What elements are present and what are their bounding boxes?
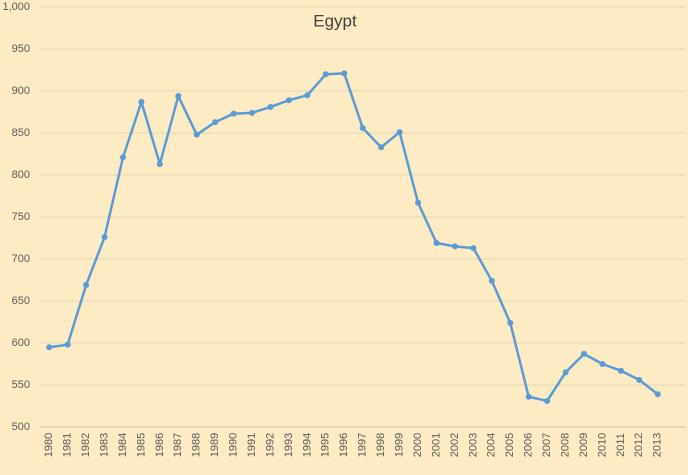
y-tick-label: 850 bbox=[12, 127, 30, 139]
x-tick-label: 1997 bbox=[357, 433, 369, 457]
x-tick-label: 2002 bbox=[449, 433, 461, 457]
x-tick-label: 2013 bbox=[652, 433, 664, 457]
marker bbox=[636, 376, 643, 383]
marker bbox=[654, 391, 661, 398]
x-tick-label: 2011 bbox=[615, 433, 627, 457]
marker bbox=[451, 243, 458, 250]
x-tick-label: 2006 bbox=[523, 433, 535, 457]
x-tick-label: 1992 bbox=[264, 433, 276, 457]
marker bbox=[304, 92, 311, 99]
line bbox=[49, 72, 659, 403]
marker bbox=[562, 369, 569, 376]
marker bbox=[64, 341, 71, 348]
marker bbox=[212, 119, 219, 126]
marker bbox=[267, 103, 274, 110]
marker bbox=[46, 344, 53, 351]
x-tick-label: 1986 bbox=[154, 433, 166, 457]
x-tick-label: 2004 bbox=[486, 433, 498, 457]
x-tick-label: 2007 bbox=[541, 433, 553, 457]
marker bbox=[193, 131, 200, 138]
x-tick-label: 1994 bbox=[301, 433, 313, 457]
marker bbox=[599, 361, 606, 367]
marker bbox=[101, 234, 108, 241]
marker bbox=[119, 154, 126, 161]
x-tick-label: 1996 bbox=[338, 433, 350, 457]
chart-title: Egypt bbox=[313, 11, 357, 30]
x-tick-label: 1985 bbox=[135, 433, 147, 457]
x-tick-label: 2010 bbox=[596, 433, 608, 457]
x-tick-label: 2012 bbox=[633, 433, 645, 457]
marker bbox=[415, 199, 422, 206]
marker bbox=[488, 277, 495, 284]
marker bbox=[470, 245, 477, 252]
marker bbox=[581, 350, 588, 357]
x-tick-label: 2003 bbox=[467, 433, 479, 457]
x-tick-label: 1984 bbox=[117, 433, 129, 457]
marker bbox=[156, 161, 163, 168]
y-tick-label: 700 bbox=[12, 253, 30, 265]
x-tick-label: 2005 bbox=[504, 433, 516, 457]
x-tick-label: 1988 bbox=[191, 433, 203, 457]
x-tick-label: 1983 bbox=[98, 433, 110, 457]
y-tick-label: 600 bbox=[12, 337, 30, 349]
x-tick-label: 1999 bbox=[394, 433, 406, 457]
marker bbox=[433, 240, 440, 247]
marker bbox=[341, 70, 348, 77]
y-tick-label: 650 bbox=[12, 295, 30, 307]
x-tick-label: 2001 bbox=[430, 433, 442, 457]
marker bbox=[230, 110, 237, 117]
marker bbox=[378, 144, 385, 151]
marker bbox=[396, 129, 403, 136]
y-tick-label: 950 bbox=[12, 43, 30, 55]
x-tick-label: 2000 bbox=[412, 433, 424, 457]
x-tick-label: 2009 bbox=[578, 433, 590, 457]
y-tick-label: 900 bbox=[12, 85, 30, 97]
marker bbox=[322, 71, 329, 78]
marker bbox=[249, 109, 256, 116]
y-tick-label: 550 bbox=[12, 379, 30, 391]
marker bbox=[175, 93, 182, 100]
x-tick-label: 1993 bbox=[283, 433, 295, 457]
y-tick-label: 1,000 bbox=[2, 1, 30, 13]
marker bbox=[359, 124, 366, 131]
y-tick-label: 500 bbox=[12, 421, 30, 433]
x-tick-label: 1982 bbox=[80, 433, 92, 457]
x-tick-label: 1981 bbox=[62, 433, 74, 457]
x-tick-label: 1980 bbox=[43, 433, 55, 457]
marker bbox=[544, 397, 551, 404]
x-tick-label: 1990 bbox=[228, 433, 240, 457]
y-tick-label: 800 bbox=[12, 169, 30, 181]
marker bbox=[507, 319, 514, 326]
y-tick-label: 750 bbox=[12, 211, 30, 223]
x-tick-label: 2008 bbox=[559, 433, 571, 457]
marker bbox=[285, 97, 292, 104]
x-tick-label: 1995 bbox=[320, 433, 332, 457]
x-tick-label: 1991 bbox=[246, 433, 258, 457]
marker bbox=[138, 98, 145, 105]
x-tick-label: 1987 bbox=[172, 433, 184, 457]
x-tick-label: 1998 bbox=[375, 433, 387, 457]
x-tick-label: 1989 bbox=[209, 433, 221, 457]
marker bbox=[83, 282, 90, 289]
marker bbox=[617, 367, 624, 374]
marker bbox=[525, 393, 532, 400]
